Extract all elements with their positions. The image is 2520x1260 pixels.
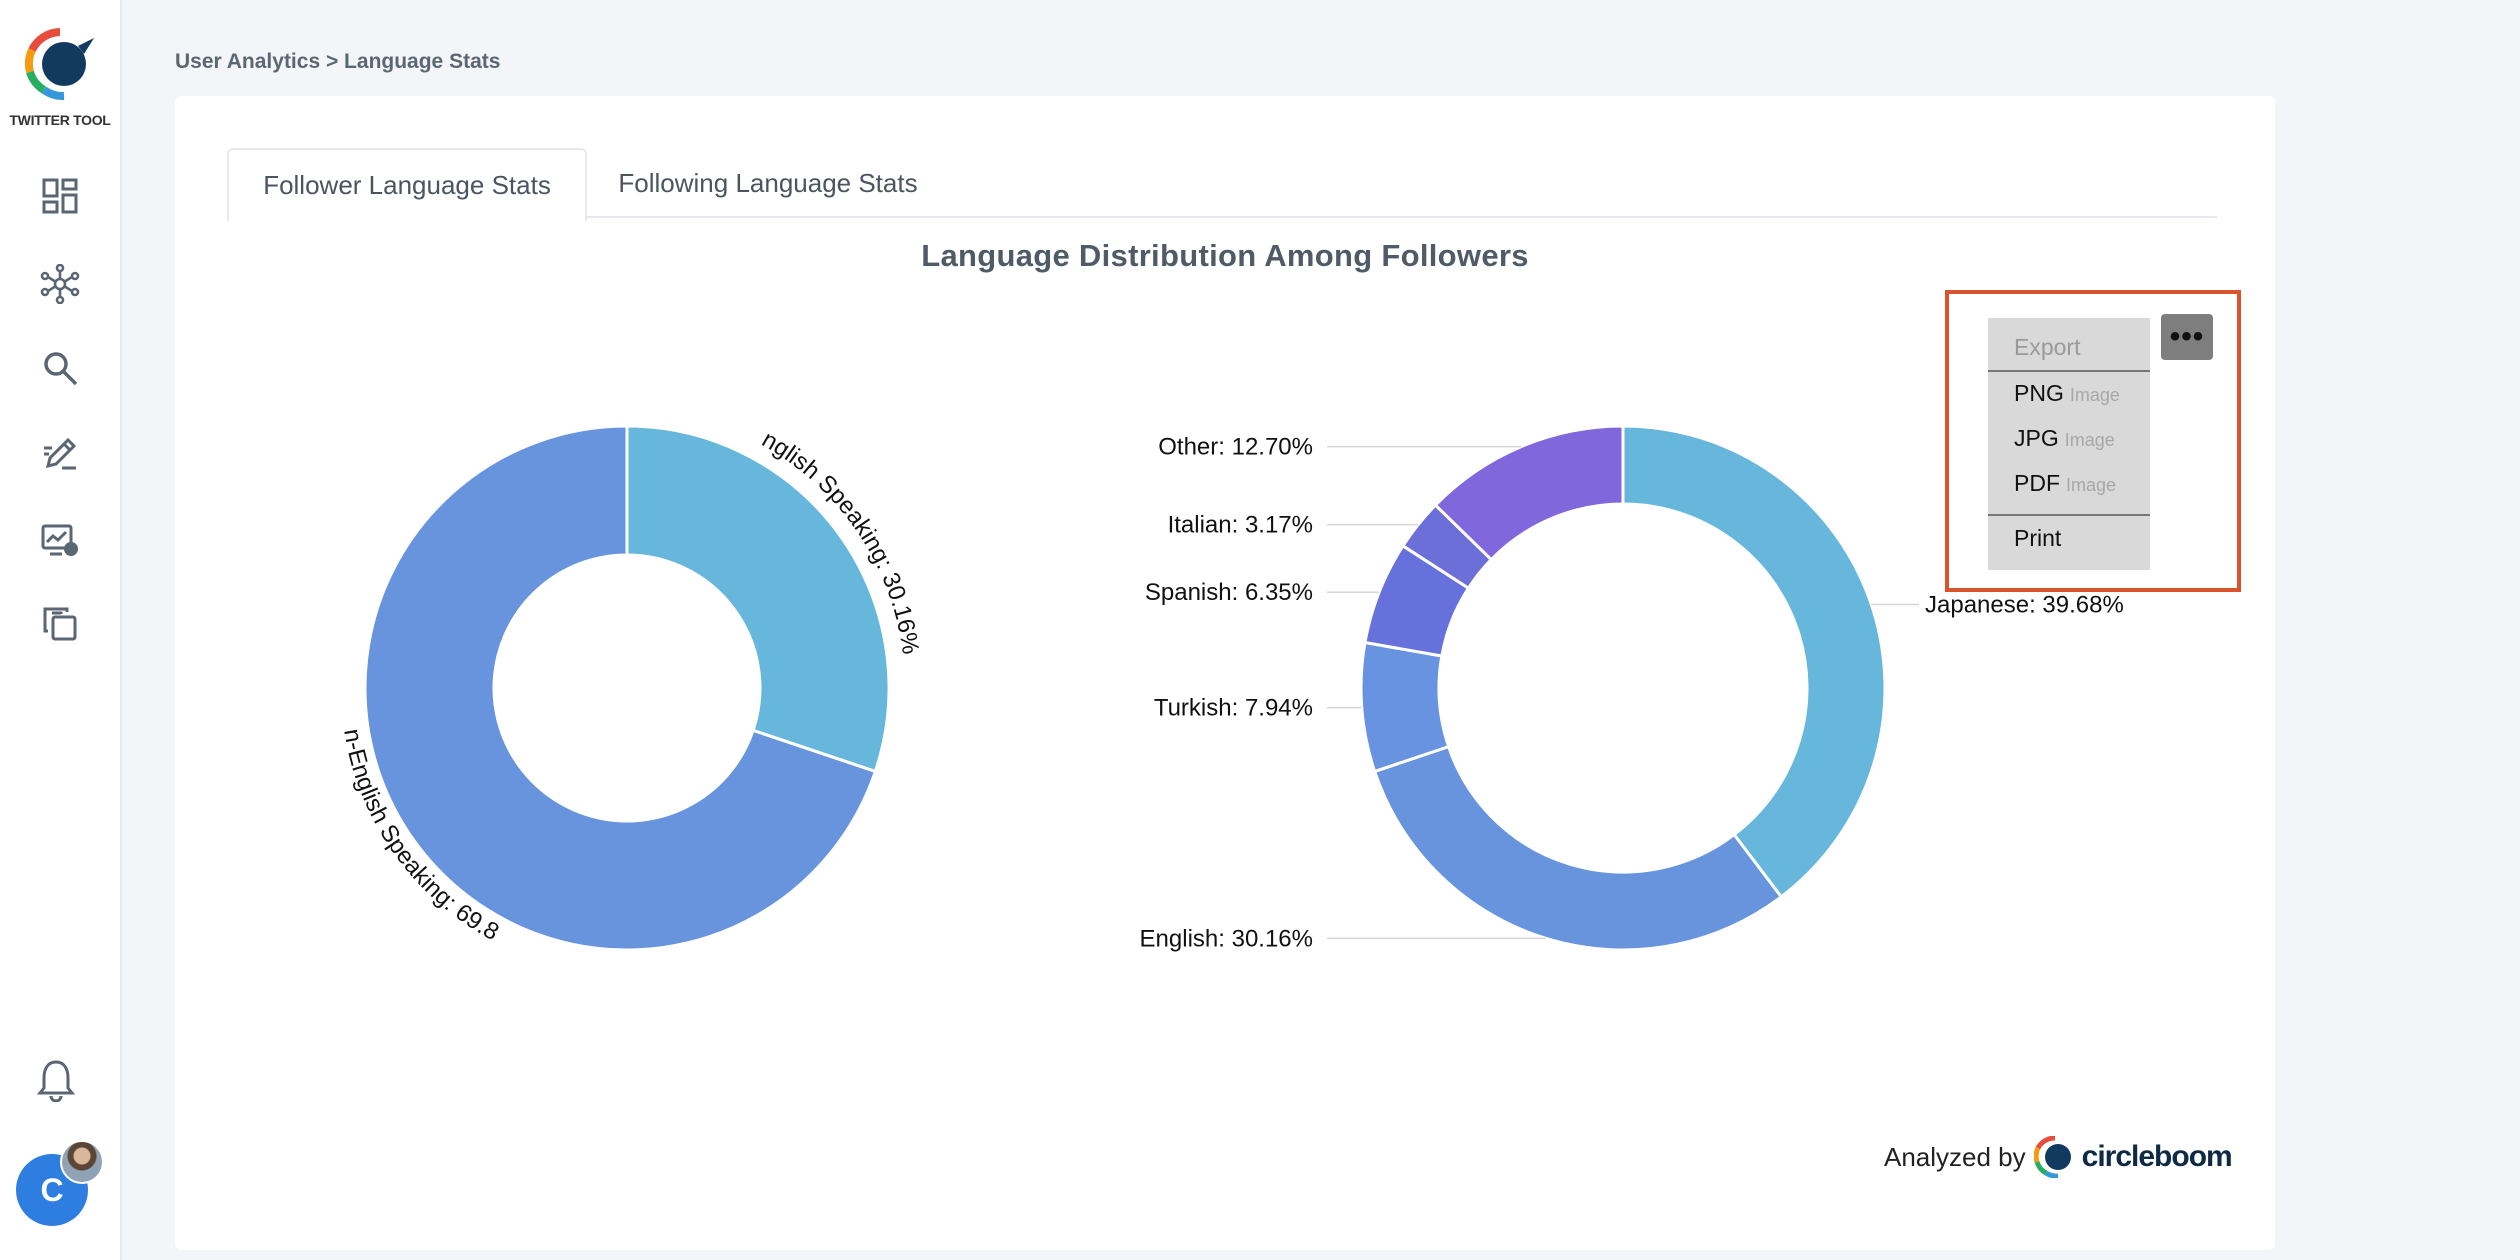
donut2-label: Spanish: 6.35%: [1145, 579, 1313, 606]
donut2-slice[interactable]: [1372, 744, 1784, 952]
network-icon[interactable]: [40, 263, 80, 305]
user-avatar[interactable]: C: [16, 1154, 88, 1226]
stats-card: Follower Language Stats Following Langua…: [175, 96, 2275, 1250]
donut2-label: Turkish: 7.94%: [1154, 695, 1313, 722]
footer-brand[interactable]: circleboom: [2081, 1140, 2233, 1173]
copy-icon[interactable]: [40, 604, 80, 644]
menu-divider: [1988, 514, 2150, 516]
breadcrumb: User Analytics > Language Stats: [175, 50, 501, 73]
export-menu: Export PNG Image JPG Image PDF Image Print: [1988, 318, 2150, 570]
circleboom-logo-icon: [2033, 1136, 2071, 1178]
donut1-slice[interactable]: [625, 424, 891, 774]
analytics-icon[interactable]: [40, 520, 80, 560]
footer-prefix: Analyzed by: [1884, 1141, 2026, 1172]
donut2-slice[interactable]: [1433, 424, 1625, 562]
export-jpg-item[interactable]: JPG Image: [2014, 425, 2115, 451]
export-pdf-item[interactable]: PDF Image: [2014, 470, 2117, 496]
donut2-label: English: 30.16%: [1140, 925, 1313, 952]
sidebar: TWITTER TOOL C: [0, 0, 122, 1260]
bell-icon[interactable]: [36, 1058, 76, 1102]
export-menu-button[interactable]: •••: [2161, 314, 2213, 360]
donut2-slice[interactable]: [1621, 424, 1887, 899]
logo-text: TWITTER TOOL: [9, 112, 111, 128]
donut1-slice[interactable]: [363, 424, 878, 952]
export-menu-highlight: [1945, 290, 2241, 592]
export-menu-header: Export: [2014, 334, 2081, 360]
charts-canvas: English Speaking: 30.16%Non-English Spea…: [175, 96, 2124, 952]
dashboard-icon[interactable]: [40, 176, 80, 216]
tab-bar: Follower Language Stats Following Langua…: [227, 148, 2217, 222]
donut2-label: Other: 12.70%: [1158, 434, 1313, 461]
menu-divider: [1988, 370, 2150, 372]
tab-following-language-stats[interactable]: Following Language Stats: [618, 167, 918, 198]
export-png-item[interactable]: PNG Image: [2014, 380, 2120, 406]
tab-follower-language-stats[interactable]: Follower Language Stats: [227, 148, 587, 222]
donut2-label: Japanese: 39.68%: [1925, 592, 2124, 619]
profile-photo: [60, 1140, 104, 1184]
analyzed-by-footer: Analyzed by circleboom: [1884, 1136, 2233, 1178]
compose-icon[interactable]: [40, 434, 80, 474]
search-icon[interactable]: [40, 348, 80, 388]
print-item[interactable]: Print: [2014, 525, 2062, 551]
chart-title: Language Distribution Among Followers: [921, 238, 1529, 273]
donut2-slice[interactable]: [1359, 640, 1451, 774]
app-logo[interactable]: [24, 28, 96, 100]
donut2-label: Italian: 3.17%: [1168, 512, 1313, 539]
